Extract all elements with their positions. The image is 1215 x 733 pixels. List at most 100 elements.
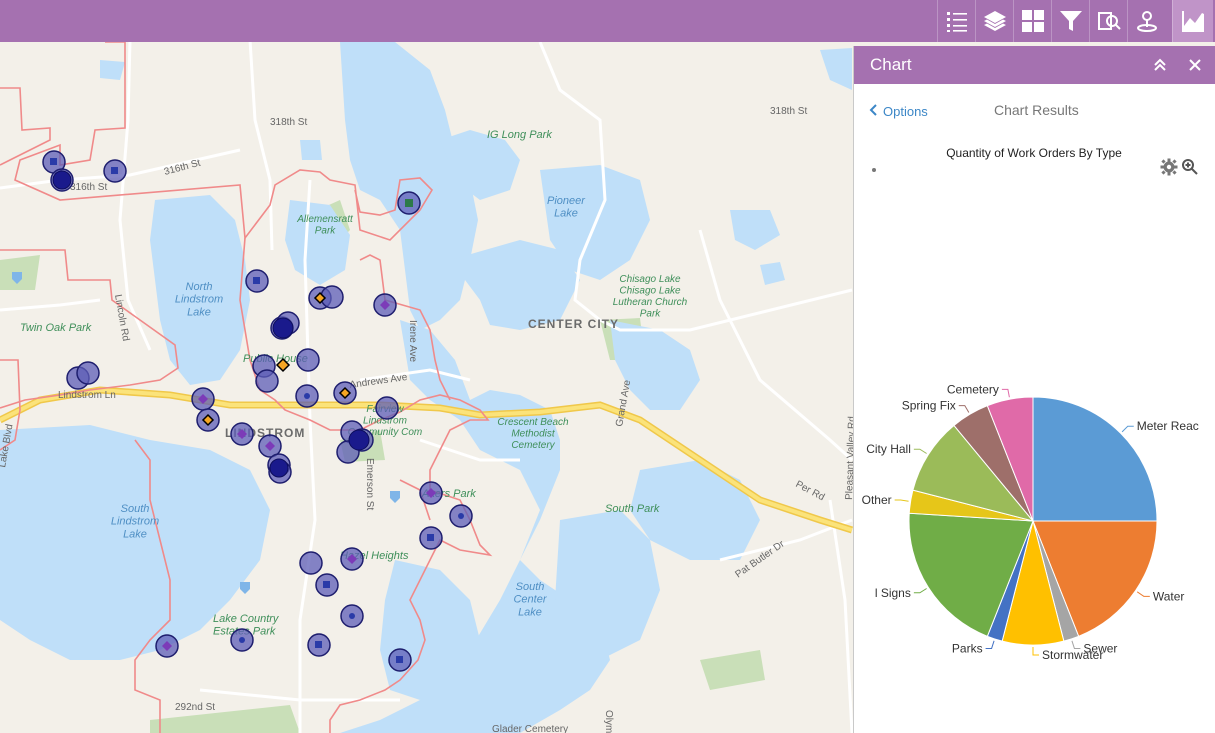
work-order-cluster[interactable] (348, 429, 370, 451)
marker-glyph (347, 554, 357, 564)
street-label: 318th St (770, 106, 807, 117)
marker-glyph (304, 393, 310, 399)
marker-glyph (111, 167, 118, 174)
pie-slice-label: Water (1153, 589, 1185, 603)
marker-glyph-highlight (275, 357, 291, 373)
street-label: Glader Cemetery (492, 724, 568, 733)
pie-slice[interactable] (1032, 520, 1158, 637)
street-label: Emerson St (364, 458, 375, 510)
marker-glyph (198, 394, 208, 404)
work-order-marker[interactable] (76, 361, 100, 385)
park-label: Chisago Lake Chisago Lake Lutheran Church P… (613, 274, 688, 320)
pie-label-leader (913, 588, 927, 594)
query-icon[interactable] (1089, 0, 1128, 42)
lake-label: Pioneer Lake (547, 195, 586, 220)
pie-label-leader (958, 405, 970, 413)
filter-icon[interactable] (1051, 0, 1090, 42)
locate-icon[interactable] (1127, 0, 1166, 42)
marker-glyph (239, 637, 245, 643)
pie-label-leader (1032, 647, 1039, 656)
legend-dot (872, 168, 876, 172)
work-order-marker[interactable] (299, 551, 323, 575)
chart-icon[interactable] (1172, 0, 1213, 42)
lake-label: South Center Lake (513, 581, 547, 618)
options-label: Options (883, 104, 928, 119)
work-order-markers[interactable] (42, 150, 473, 672)
chart-title: Quantity of Work Orders By Type (946, 146, 1122, 160)
highway-inner (0, 387, 853, 532)
marker-glyph (427, 534, 434, 541)
work-order-cluster[interactable] (272, 317, 294, 339)
lake-labels: Pioneer Lake North Lindstrom Lake South Lind… (111, 195, 586, 618)
marker-glyph (323, 581, 330, 588)
layers-icon[interactable] (975, 0, 1014, 42)
park-label: Twin Oak Park (20, 322, 92, 334)
marker-glyph (349, 613, 355, 619)
pie-slice[interactable] (908, 512, 1034, 637)
panel-header: Chart (854, 46, 1215, 84)
marker-glyph (405, 199, 413, 207)
zoom-in-icon[interactable] (1181, 158, 1199, 176)
pie-slice-label: Stormwater (1042, 648, 1103, 662)
pie-slice-label: City Hall (866, 442, 911, 456)
pie-slice-label: Parks (952, 641, 983, 655)
pie-slice[interactable] (1032, 396, 1158, 522)
marker-glyph-highlight (201, 413, 215, 427)
marker-glyph (396, 656, 403, 663)
pie-slice-label: Other (862, 493, 892, 507)
pie-slice-label: Meter Reac (1137, 419, 1199, 433)
gear-icon[interactable] (1160, 158, 1178, 176)
street-label: Olympia (603, 710, 614, 733)
basemap-gallery-icon[interactable] (1013, 0, 1052, 42)
street-label: 292nd St (175, 702, 215, 713)
marker-glyph-highlight (313, 291, 327, 305)
location-pins (12, 272, 400, 594)
park-label: Allemensratt Park (296, 214, 354, 237)
city-boundary (0, 42, 493, 733)
panel-title: Chart (870, 55, 912, 74)
list-icon[interactable] (937, 0, 976, 42)
marker-glyph (426, 488, 436, 498)
pie-slice-label: Spring Fix (902, 399, 956, 413)
marker-glyph (265, 441, 275, 451)
street-label: Lindstrom Ln (58, 390, 116, 401)
pie-slice-label: l Signs (875, 586, 911, 600)
marker-glyph-highlight (338, 386, 352, 400)
pie-label-leader (1071, 640, 1081, 649)
pie-label-leader (1001, 388, 1010, 398)
street-label: 318th St (270, 117, 307, 128)
roads (0, 42, 854, 733)
work-order-marker[interactable] (255, 369, 279, 393)
marker-glyph (458, 513, 464, 519)
pie-label-leader (894, 499, 909, 502)
options-link[interactable]: Options (869, 104, 928, 119)
pie-slice-label: Cemetery (947, 382, 999, 396)
park-label: South Park (605, 503, 660, 515)
double-chevron-up-icon[interactable] (1150, 55, 1170, 75)
pie-label-leader (913, 448, 927, 454)
pie-slice-label: Sewer (1083, 641, 1117, 655)
city-label: CENTER CITY (528, 317, 619, 331)
marker-glyph (315, 641, 322, 648)
close-icon[interactable] (1185, 55, 1205, 75)
poi-label: Crescent Beach Methodist Cemetery (497, 417, 569, 451)
marker-glyph (50, 158, 57, 165)
street-label: Irene Ave (407, 320, 418, 363)
marker-glyph (253, 277, 260, 284)
pie-slice[interactable] (912, 424, 1035, 522)
work-order-marker[interactable] (375, 396, 399, 420)
work-order-cluster[interactable] (269, 458, 289, 478)
marker-glyph (162, 641, 172, 651)
pie-slice[interactable] (986, 396, 1034, 522)
marker-glyph (237, 429, 247, 439)
pie-label-leader (1136, 591, 1150, 597)
park-label: IG Long Park (487, 129, 552, 141)
chart-results-title: Chart Results (994, 102, 1079, 118)
lake-label: North Lindstrom Lake (175, 281, 223, 318)
work-order-cluster[interactable] (52, 170, 72, 190)
top-toolbar (0, 0, 1215, 42)
chevron-left-icon (869, 104, 877, 119)
work-order-marker[interactable] (296, 348, 320, 372)
lake-label: South Lindstrom Lake (111, 503, 159, 540)
